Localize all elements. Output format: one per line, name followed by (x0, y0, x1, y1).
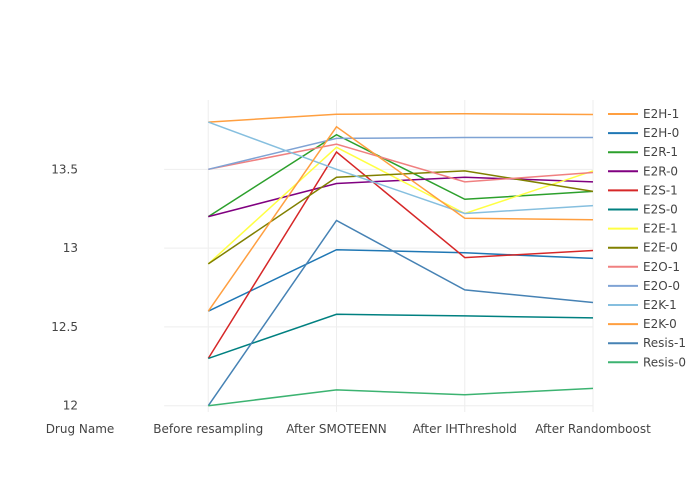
x-tick-label: After IHThreshold (413, 422, 517, 436)
legend-item-e2s-1[interactable]: E2S-1 (608, 183, 678, 197)
series-line-e2s-0 (208, 313, 594, 360)
legend-label: E2O-0 (643, 279, 680, 293)
y-tick-label: 12 (63, 399, 78, 413)
legend-item-e2e-1[interactable]: E2E-1 (608, 222, 678, 236)
legend-label: E2K-0 (643, 317, 677, 331)
series-line-e2r-1 (207, 133, 594, 218)
legend-item-e2k-0[interactable]: E2K-0 (608, 317, 677, 331)
legend-label: E2S-0 (643, 203, 678, 217)
legend-label: E2E-1 (643, 222, 678, 236)
legend-label: Resis-1 (643, 336, 686, 350)
series-line-e2e-0 (207, 170, 594, 265)
legend-item-resis-1[interactable]: Resis-1 (608, 336, 686, 350)
series-lines (207, 112, 594, 407)
legend-label: E2E-0 (643, 241, 678, 255)
x-tick-label: After Randomboost (535, 422, 651, 436)
series-line-e2k-0 (207, 125, 594, 312)
legend-item-resis-0[interactable]: Resis-0 (608, 355, 686, 369)
x-tick-label: Drug Name (46, 422, 115, 436)
legend-item-e2h-0[interactable]: E2H-0 (608, 126, 679, 140)
legend-label: Resis-0 (643, 355, 686, 369)
legend-item-e2h-1[interactable]: E2H-1 (608, 107, 679, 121)
legend-label: E2R-1 (643, 145, 678, 159)
legend-item-e2s-0[interactable]: E2S-0 (608, 203, 678, 217)
x-tick-label: After SMOTEENN (286, 422, 387, 436)
series-line-resis-1 (207, 219, 594, 407)
y-tick-label: 13.5 (51, 162, 78, 176)
legend-item-e2k-1[interactable]: E2K-1 (608, 298, 677, 312)
legend-label: E2H-0 (643, 126, 679, 140)
legend-item-e2o-0[interactable]: E2O-0 (608, 279, 680, 293)
series-line-e2o-0 (208, 136, 593, 171)
series-line-e2k-1 (208, 121, 594, 215)
x-tick-label: Before resampling (153, 422, 263, 436)
legend-item-e2o-1[interactable]: E2O-1 (608, 260, 680, 274)
legend-label: E2S-1 (643, 183, 678, 197)
x-axis: Drug Name Before resampling After SMOTEENN… (46, 422, 651, 436)
y-tick-label: 13 (63, 241, 78, 255)
series-line-resis-0 (208, 387, 594, 407)
legend-item-e2r-0[interactable]: E2R-0 (608, 164, 678, 178)
series-line-e2e-1 (207, 146, 594, 265)
legend-label: E2O-1 (643, 260, 680, 274)
series-line-e2h-0 (207, 248, 594, 312)
y-axis: 12 12.5 13 13.5 (51, 162, 78, 412)
legend-item-e2e-0[interactable]: E2E-0 (608, 241, 678, 255)
series-line-e2h-1 (208, 112, 594, 123)
legend-label: E2R-0 (643, 164, 678, 178)
y-tick-label: 12.5 (51, 320, 78, 334)
series-line-e2o-1 (208, 143, 594, 183)
series-line-e2s-1 (207, 150, 594, 359)
legend-item-e2r-1[interactable]: E2R-1 (608, 145, 678, 159)
legend-label: E2H-1 (643, 107, 679, 121)
legend[interactable]: E2H-1 E2H-0 E2R-1 E2R-0 E2S-1 E2S-0 E2E-1 E2E-0… (608, 107, 686, 369)
legend-label: E2K-1 (643, 298, 677, 312)
